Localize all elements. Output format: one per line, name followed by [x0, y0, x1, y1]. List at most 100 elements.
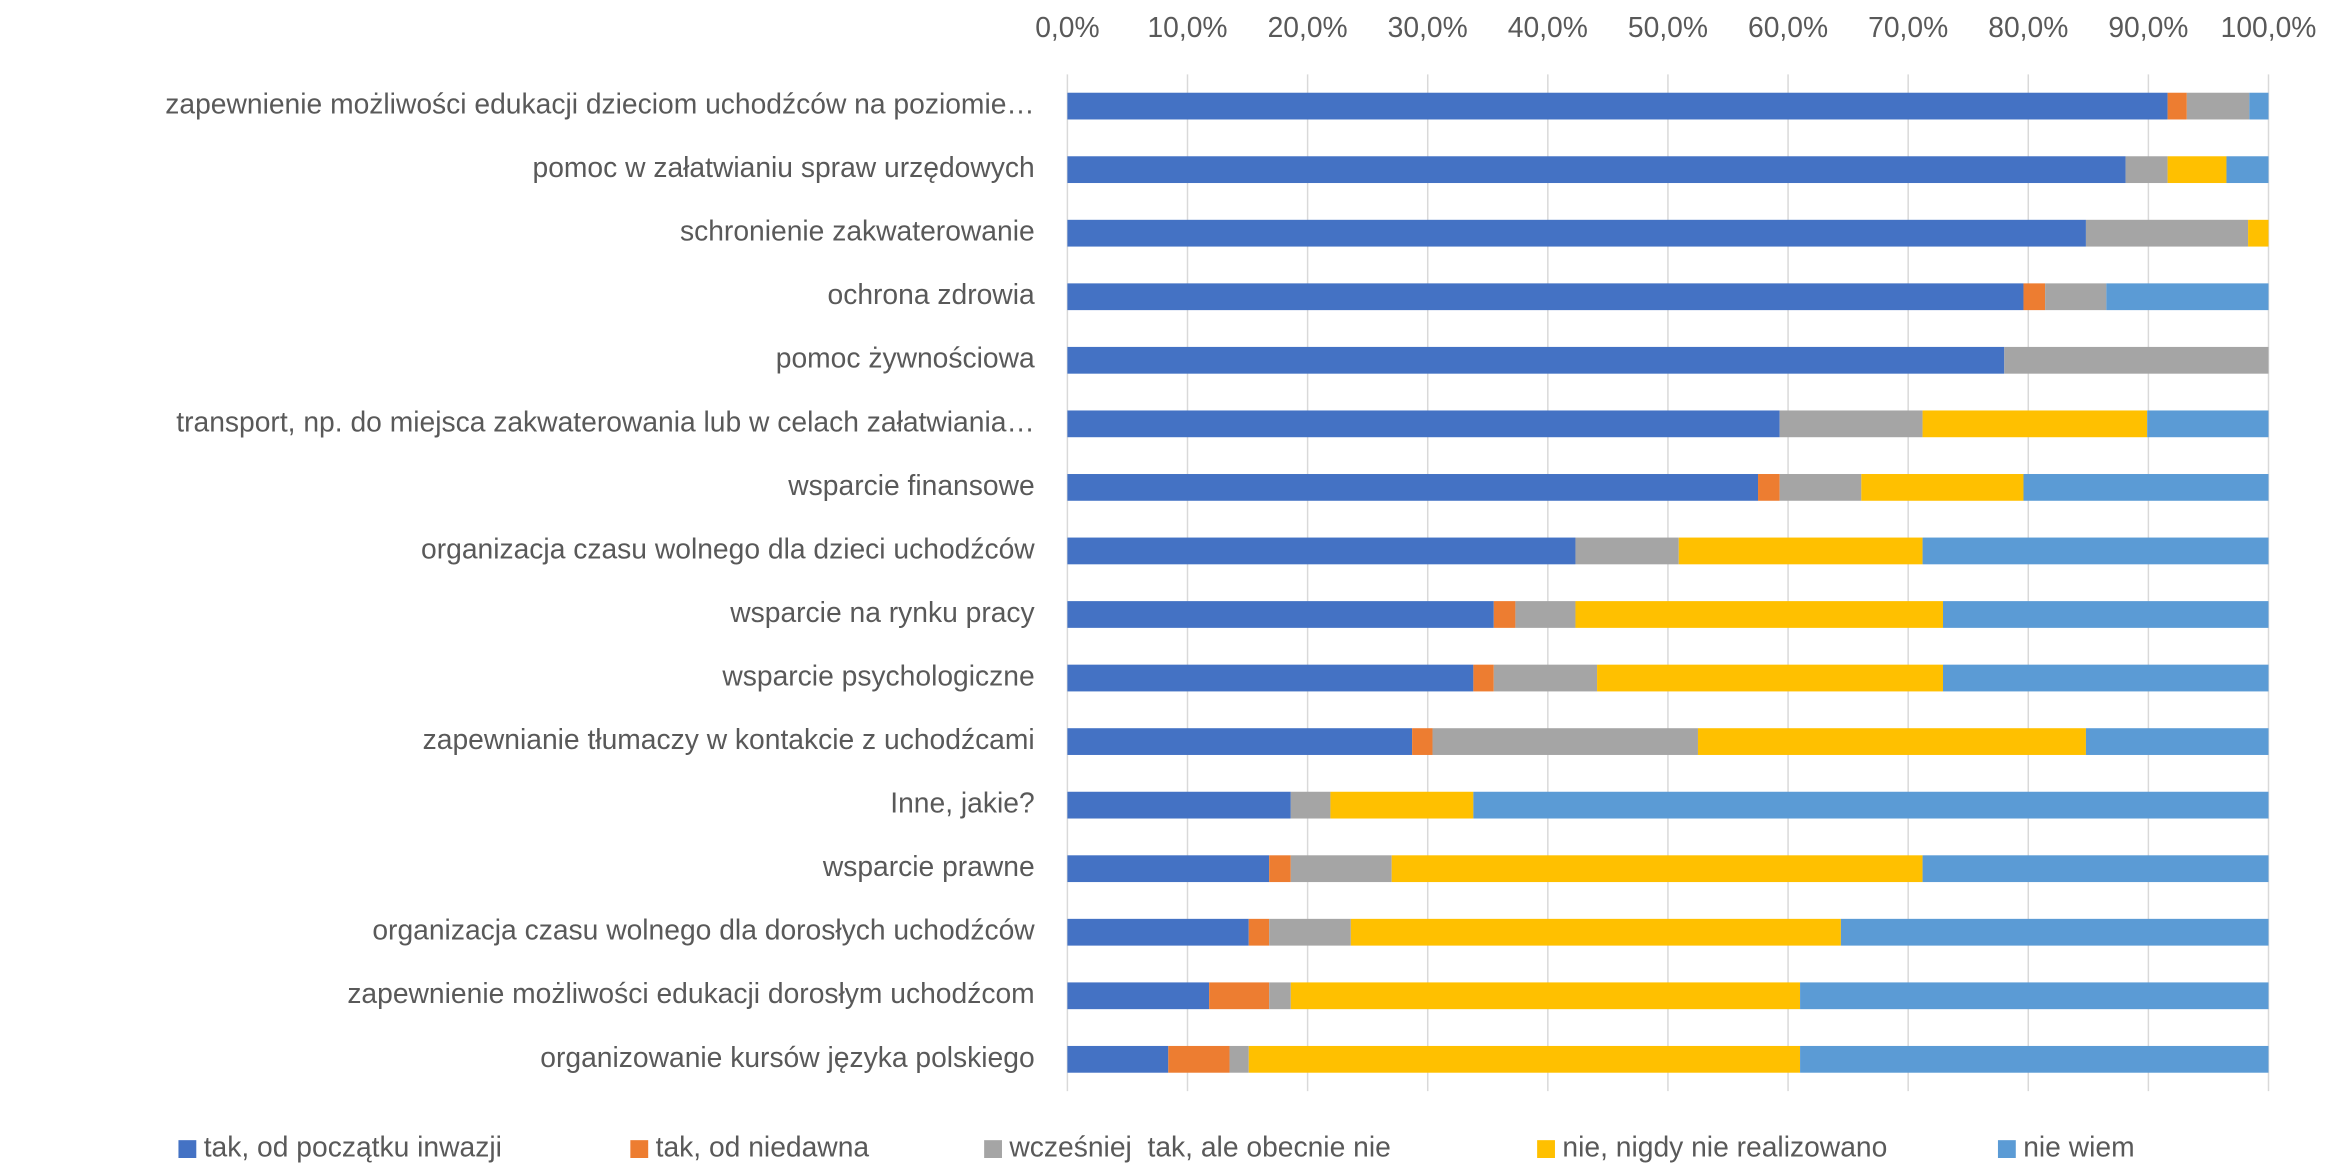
bar-segment: [1473, 664, 1494, 692]
bar-segment: [1412, 728, 1433, 755]
x-tick-label: 30,0%: [1388, 11, 1468, 43]
bar-segment: [1067, 728, 1413, 755]
bar-segment: [2186, 92, 2250, 120]
x-tick-label: 70,0%: [1868, 11, 1948, 43]
bar-segment: [1067, 918, 1249, 946]
bar-segment: [1067, 474, 1759, 501]
y-tick-label: organizowanie kursów języka polskiego: [540, 1041, 1034, 1073]
y-tick-label: wsparcie finansowe: [787, 469, 1034, 501]
bar-segment: [2167, 92, 2187, 120]
legend-label: nie, nigdy nie realizowano: [1562, 1131, 1887, 1163]
legend-swatch: [1997, 1140, 2016, 1158]
bar-segment: [2167, 156, 2227, 184]
bar-segment: [2023, 474, 2269, 501]
legend-label: tak, od niedawna: [656, 1131, 870, 1163]
x-tick-label: 80,0%: [1988, 11, 2068, 43]
x-tick-label: 50,0%: [1628, 11, 1708, 43]
x-tick-label: 40,0%: [1508, 11, 1588, 43]
bar-segment: [1269, 982, 1291, 1010]
bar-segment: [1493, 664, 1598, 692]
y-tick-label: wsparcie psychologiczne: [721, 659, 1034, 691]
bar-segment: [2085, 728, 2269, 755]
bar-segment: [2125, 156, 2168, 184]
bar-segment: [1067, 982, 1210, 1010]
bar-segment: [1290, 982, 1801, 1010]
bar-segment: [1067, 1045, 1169, 1073]
bar-segment: [1432, 728, 1698, 755]
bar-segment: [1861, 474, 2024, 501]
y-tick-label: transport, np. do miejsca zakwaterowania…: [176, 405, 1034, 437]
bar-segment: [1067, 410, 1780, 438]
bar-segment: [1697, 728, 2086, 755]
y-tick-label: organizacja czasu wolnego dla dzieci uch…: [421, 532, 1035, 564]
legend-swatch: [1537, 1140, 1555, 1158]
legend-label: tak, od początku inwazji: [204, 1131, 502, 1163]
bar-segment: [1779, 474, 1862, 501]
bar-segment: [2249, 92, 2269, 120]
bar-segment: [1168, 1045, 1230, 1073]
bar-segment: [1067, 283, 2024, 311]
bar-segment: [1597, 664, 1943, 692]
y-tick-label: Inne, jakie?: [890, 787, 1034, 819]
x-tick-label: 90,0%: [2108, 11, 2188, 43]
bar-segment: [2106, 283, 2269, 311]
bar-segment: [1779, 410, 1923, 438]
bar-segment: [1067, 92, 2168, 120]
bar-segment: [1942, 601, 2269, 628]
bar-segment: [1269, 918, 1351, 946]
bar-segment: [1290, 791, 1331, 819]
bar-segment: [1290, 855, 1392, 883]
bar-segment: [1758, 474, 1780, 501]
y-tick-label: pomoc w załatwianiu spraw urzędowych: [533, 151, 1035, 183]
y-tick-label: wsparcie na rynku pracy: [729, 596, 1035, 628]
legend-swatch: [984, 1140, 1002, 1158]
bar-segment: [1067, 601, 1494, 628]
x-tick-label: 20,0%: [1268, 11, 1348, 43]
bar-segment: [1067, 664, 1474, 692]
x-tick-label: 0,0%: [1035, 11, 1099, 43]
bar-segment: [1575, 537, 1679, 565]
bar-segment: [1391, 855, 1923, 883]
legend-label: wcześniej tak, ale obecnie nie: [1008, 1131, 1390, 1163]
y-tick-label: pomoc żywnościowa: [776, 342, 1035, 374]
bar-segment: [1473, 791, 2269, 819]
bar-segment: [1800, 1045, 2269, 1073]
bar-segment: [2045, 283, 2107, 311]
bar-segment: [2085, 219, 2249, 247]
bar-segment: [1209, 982, 1270, 1010]
legend-label: nie wiem: [2023, 1131, 2134, 1163]
y-tick-label: wsparcie prawne: [822, 850, 1035, 882]
bar-segment: [1067, 855, 1270, 883]
bar-segment: [2004, 346, 2269, 374]
bar-segment: [2147, 410, 2269, 438]
bar-segment: [1840, 918, 2269, 946]
bar-segment: [1678, 537, 1923, 565]
bar-segment: [1229, 1045, 1249, 1073]
bar-segment: [1248, 918, 1270, 946]
x-tick-label: 60,0%: [1748, 11, 1828, 43]
y-tick-label: schronienie zakwaterowanie: [680, 215, 1035, 247]
y-tick-label: organizacja czasu wolnego dla dorosłych …: [372, 914, 1035, 946]
bar-segment: [1922, 410, 2148, 438]
y-tick-label: ochrona zdrowia: [828, 278, 1035, 310]
y-tick-label: zapewnienie możliwości edukacji dorosłym…: [347, 977, 1034, 1009]
bar-segment: [1067, 156, 2126, 184]
legend-swatch: [630, 1140, 649, 1158]
bar-segment: [1067, 346, 2005, 374]
bar-segment: [1575, 601, 1943, 628]
bar-segment: [1493, 601, 1516, 628]
legend-swatch: [178, 1140, 197, 1158]
bar-segment: [1067, 537, 1576, 565]
y-tick-label: zapewnienie możliwości edukacji dzieciom…: [165, 88, 1034, 120]
bar-segment: [1922, 855, 2269, 883]
x-tick-label: 10,0%: [1147, 11, 1227, 43]
bar-segment: [1067, 219, 2086, 247]
bar-segment: [1350, 918, 1841, 946]
bar-segment: [1922, 537, 2269, 565]
bar-segment: [2023, 283, 2046, 311]
bar-segment: [1248, 1045, 1801, 1073]
y-tick-label: zapewnianie tłumaczy w kontakcie z uchod…: [423, 723, 1035, 755]
x-tick-label: 100,0%: [2221, 11, 2317, 43]
bar-segment: [1515, 601, 1576, 628]
